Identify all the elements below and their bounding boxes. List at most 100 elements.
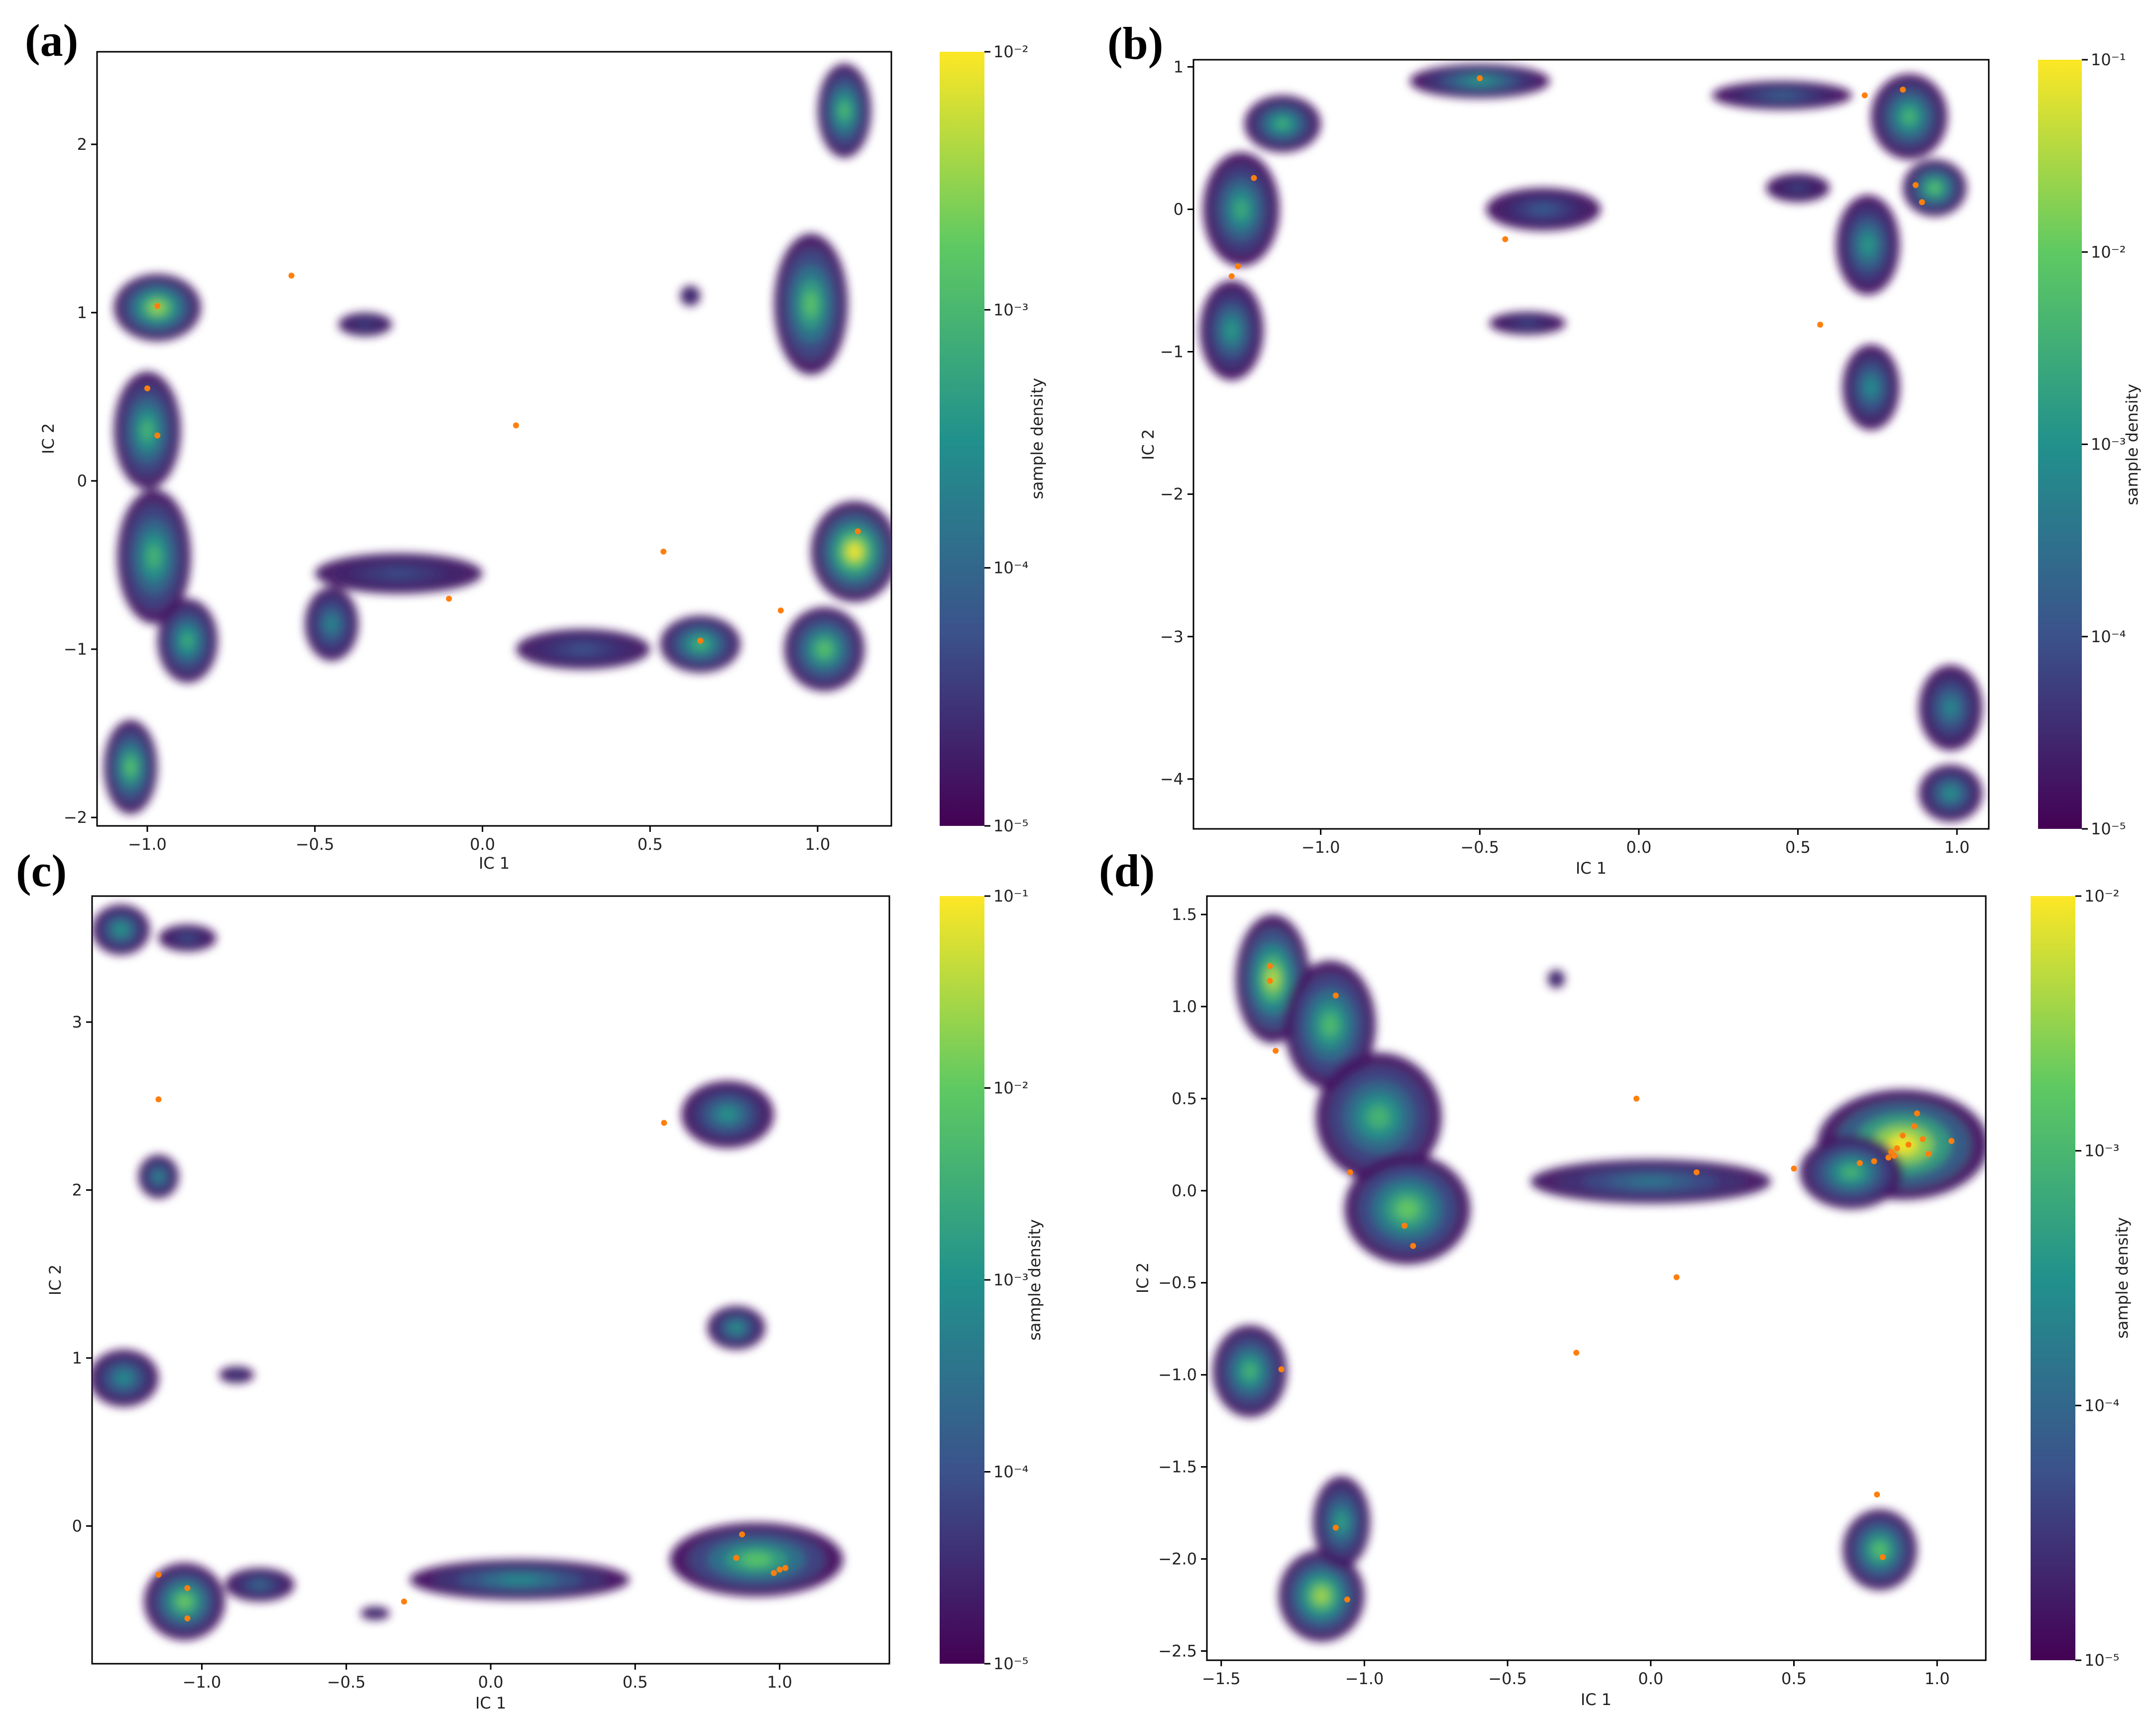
x-tick-label-d-1: −1.0 <box>1345 1669 1384 1688</box>
y-tick-label-d-3: −1.0 <box>1158 1366 1197 1384</box>
highlight-point-d-9 <box>1673 1274 1680 1280</box>
colorbar-tick-label-b-1: 10⁻² <box>2091 242 2126 261</box>
highlight-point-d-11 <box>1278 1366 1285 1372</box>
panel-a-points <box>144 272 861 644</box>
highlight-point-d-21 <box>1900 1132 1906 1139</box>
highlight-point-d-22 <box>1905 1142 1912 1148</box>
highlight-point-d-19 <box>1891 1152 1897 1159</box>
density-blob-d-1-layer4 <box>1321 1013 1338 1037</box>
y-tick-label-b-0: −4 <box>1160 770 1184 789</box>
panel-a-colorbar-ticks: 10⁻² 10⁻³ 10⁻⁴ 10⁻⁵ <box>984 42 1028 835</box>
colorbar-tick-label-a-3: 10⁻⁵ <box>993 816 1028 835</box>
highlight-point-b-8 <box>1912 182 1919 188</box>
highlight-point-d-13 <box>1344 1596 1350 1602</box>
panel-d-points <box>1267 963 1954 1602</box>
y-tick-label-d-2: −1.5 <box>1158 1458 1197 1477</box>
y-tick-label-d-6: 0.5 <box>1172 1089 1197 1108</box>
y-tick-label-d-1: −2.0 <box>1158 1550 1197 1569</box>
highlight-point-a-1 <box>288 272 295 279</box>
density-blob-c-4-layer4 <box>233 1371 240 1378</box>
highlight-point-d-17 <box>1885 1154 1892 1161</box>
colorbar-tick-label-c-2: 10⁻³ <box>993 1270 1028 1289</box>
panel-b-colorbar <box>2038 60 2082 829</box>
panel-a-xlabel: IC 1 <box>479 854 510 873</box>
panel-b-xticks: −1.0 −0.5 0.0 0.5 1.0 <box>1301 829 1970 857</box>
panel-a-colorbar <box>940 52 984 826</box>
density-blob-d-6-layer4 <box>1841 1165 1861 1179</box>
highlight-point-c-2 <box>155 1572 162 1578</box>
panel-d-blobs <box>1212 914 1986 1642</box>
panel-c-colorbar-label: sample density <box>1025 1219 1044 1341</box>
panel-c-colorbar <box>940 896 984 1664</box>
density-blob-d-2-layer4 <box>1367 1105 1391 1129</box>
density-blob-c-3-layer4 <box>117 1373 130 1383</box>
highlight-point-c-6 <box>739 1531 745 1538</box>
y-tick-label-c-2: 2 <box>72 1180 82 1199</box>
x-tick-label-c-3: 0.5 <box>623 1673 648 1692</box>
y-tick-label-b-3: −1 <box>1160 343 1184 361</box>
highlight-point-a-7 <box>697 638 704 644</box>
panel-b-ylabel: IC 2 <box>1139 429 1158 460</box>
panel-a-plot-area <box>96 51 892 827</box>
y-tick-label-b-2: −2 <box>1160 485 1184 504</box>
colorbar-tick-label-b-4: 10⁻⁵ <box>2091 819 2126 838</box>
x-tick-label-d-4: 0.5 <box>1781 1669 1807 1688</box>
highlight-point-c-4 <box>184 1615 191 1621</box>
density-blob-b-1-layer4 <box>1234 199 1248 220</box>
density-blob-a-13-layer4 <box>817 641 832 657</box>
highlight-point-b-7 <box>1900 87 1906 93</box>
x-tick-label-c-1: −0.5 <box>327 1673 366 1692</box>
x-tick-label-a-0: −1.0 <box>128 835 167 854</box>
highlight-point-a-4 <box>513 422 519 429</box>
density-blob-b-8-layer4 <box>1929 183 1940 193</box>
panel-c-blobs <box>92 904 844 1640</box>
highlight-point-d-28 <box>1874 1491 1880 1498</box>
density-blob-a-5-layer4 <box>326 617 337 631</box>
highlight-point-c-1 <box>661 1120 667 1126</box>
density-blob-d-0-layer4 <box>1266 967 1280 991</box>
y-tick-label-d-7: 1.0 <box>1172 997 1197 1016</box>
panel-c-ylabel: IC 2 <box>46 1264 65 1295</box>
y-tick-label-d-0: −2.5 <box>1158 1642 1197 1661</box>
highlight-point-a-8 <box>777 607 784 614</box>
density-blob-b-7-layer4 <box>1902 109 1917 124</box>
y-tick-label-b-5: 1 <box>1174 57 1184 76</box>
density-blob-c-2-layer4 <box>155 1172 162 1181</box>
colorbar-tick-label-b-0: 10⁻¹ <box>2091 50 2126 69</box>
highlight-point-d-26 <box>1925 1150 1932 1157</box>
highlight-point-a-5 <box>660 548 667 555</box>
x-tick-label-a-2: 0.0 <box>470 835 495 854</box>
panel-d-colorbar-label: sample density <box>2113 1217 2132 1339</box>
highlight-point-d-10 <box>1573 1350 1580 1356</box>
x-tick-label-a-1: −0.5 <box>296 835 334 854</box>
panel-c-yticks: 0 1 2 3 <box>72 1013 92 1535</box>
density-blob-d-4-layer4 <box>1629 1177 1673 1186</box>
panel-b: (b) −1.0 −0.5 0.0 0.5 1.0 −4 −3 −2 −1 0 1 IC 1 IC… <box>1107 18 2142 878</box>
x-tick-label-b-2: 0.0 <box>1626 838 1651 857</box>
x-tick-label-d-5: 1.0 <box>1925 1669 1950 1688</box>
density-blob-b-9-layer4 <box>1862 235 1874 254</box>
highlight-point-d-7 <box>1633 1095 1640 1102</box>
density-blob-b-11-layer4 <box>1866 379 1876 395</box>
highlight-point-d-2 <box>1273 1047 1279 1054</box>
density-blob-b-2-layer4 <box>1226 321 1238 340</box>
panel-d-ylabel: IC 2 <box>1133 1262 1152 1293</box>
density-blob-c-11-layer4 <box>372 1610 378 1616</box>
density-blob-b-0-layer4 <box>1276 118 1290 129</box>
y-tick-label-a-2: 0 <box>77 471 87 490</box>
x-tick-label-c-4: 1.0 <box>767 1673 792 1692</box>
y-tick-label-d-4: −0.5 <box>1158 1273 1197 1292</box>
x-tick-label-c-0: −1.0 <box>183 1673 221 1692</box>
density-blob-a-10-layer4 <box>804 291 818 317</box>
panel-b-label: (b) <box>1107 18 1163 69</box>
highlight-point-c-3 <box>184 1585 191 1592</box>
panel-b-colorbar-label: sample density <box>2123 384 2142 505</box>
highlight-point-d-25 <box>1920 1136 1926 1143</box>
y-tick-label-d-5: 0.0 <box>1172 1181 1197 1200</box>
density-blob-b-10-layer4 <box>1792 185 1804 191</box>
highlight-point-c-0 <box>155 1096 162 1103</box>
panel-b-xlabel: IC 1 <box>1576 859 1607 878</box>
density-blob-b-6-layer4 <box>1769 92 1795 99</box>
density-blob-a-6-layer4 <box>383 570 414 577</box>
